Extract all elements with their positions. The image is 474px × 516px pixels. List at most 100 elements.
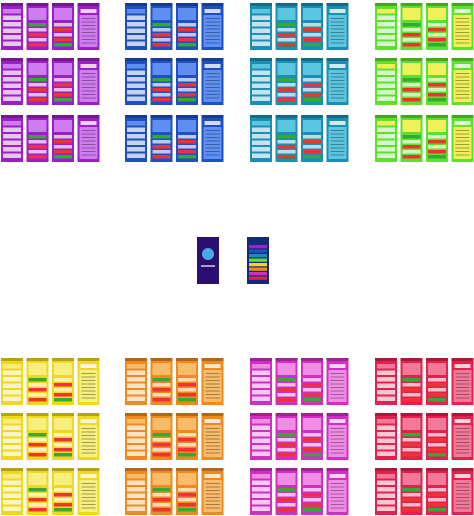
answer-button (428, 88, 446, 92)
text-line (455, 486, 470, 488)
list-item (377, 153, 395, 158)
answer-button (402, 33, 421, 37)
list-item (127, 370, 145, 375)
text-line (205, 144, 220, 145)
text-line (455, 18, 470, 19)
status-bar (400, 468, 423, 471)
list-item (252, 96, 270, 101)
text-line (205, 387, 220, 388)
answer-button (303, 43, 321, 47)
answer-button (402, 140, 421, 144)
status-bar (326, 3, 349, 6)
answer-button (277, 378, 296, 382)
question-card (428, 8, 446, 20)
answer-button (428, 93, 446, 97)
answer-button (428, 453, 446, 457)
status-bar (52, 115, 74, 118)
text-line (455, 428, 470, 429)
text-line (455, 483, 470, 484)
text-line (455, 507, 470, 509)
answer-button (28, 135, 47, 139)
status-bar (301, 413, 323, 416)
answer-button (152, 28, 171, 32)
text-line (81, 390, 96, 392)
status-bar (26, 413, 49, 416)
status-bar (125, 358, 147, 361)
text-line (205, 500, 220, 502)
menu-item (249, 254, 267, 258)
list-item (3, 83, 21, 88)
answer-button (54, 503, 72, 507)
list-item (3, 425, 21, 430)
status-bar (150, 3, 173, 6)
answer-button (178, 433, 196, 437)
answer-button (152, 488, 171, 492)
status-bar (375, 468, 397, 471)
answer-button (303, 88, 321, 92)
list-item (252, 445, 270, 450)
status-bar (26, 3, 49, 6)
detail-header (329, 64, 346, 68)
text-line (205, 431, 220, 433)
text-line (81, 383, 96, 385)
text-line (81, 397, 96, 399)
detail-header (204, 121, 221, 125)
text-line (205, 449, 220, 450)
answer-button (54, 433, 72, 437)
list-item (127, 390, 145, 395)
list-item (127, 134, 145, 139)
text-line (455, 87, 470, 88)
text-line (330, 87, 345, 88)
answer-button (152, 93, 171, 97)
status-bar (326, 58, 349, 61)
answer-button (277, 93, 296, 97)
list-item (252, 451, 270, 456)
question-card (178, 473, 196, 485)
question-card (152, 63, 171, 75)
menu-item (249, 272, 267, 276)
text-line (205, 486, 220, 488)
detail-header (454, 121, 471, 125)
text-line (205, 504, 220, 505)
answer-button (428, 508, 446, 512)
question-card (152, 418, 171, 430)
text-line (205, 42, 220, 44)
detail-card (328, 15, 347, 47)
status-bar (400, 3, 423, 6)
text-line (455, 80, 470, 81)
answer-button (54, 388, 72, 392)
answer-button (428, 28, 446, 32)
answer-button (277, 28, 296, 32)
text-line (81, 435, 96, 436)
text-line (455, 73, 470, 74)
status-bar (125, 58, 147, 61)
list-item (377, 41, 395, 46)
answer-button (277, 155, 296, 159)
answer-button (277, 83, 296, 87)
answer-button (402, 438, 421, 442)
text-line (81, 493, 96, 495)
menu-item (249, 276, 267, 280)
list-item (252, 153, 270, 158)
answer-button (402, 508, 421, 512)
text-line (330, 83, 345, 85)
answer-button (152, 83, 171, 87)
status-bar (250, 413, 272, 416)
answer-button (28, 88, 47, 92)
answer-button (303, 155, 321, 159)
text-line (81, 137, 96, 138)
list-item (127, 480, 145, 485)
text-line (455, 438, 470, 440)
detail-header (204, 9, 221, 13)
status-bar (52, 3, 74, 6)
answer-button (152, 503, 171, 507)
answer-button (178, 488, 196, 492)
list-item (377, 432, 395, 437)
list-item (127, 364, 145, 369)
status-bar (275, 58, 298, 61)
answer-button (54, 488, 72, 492)
text-line (455, 90, 470, 92)
answer-button (277, 498, 296, 502)
answer-button (54, 33, 72, 37)
text-line (205, 18, 220, 19)
